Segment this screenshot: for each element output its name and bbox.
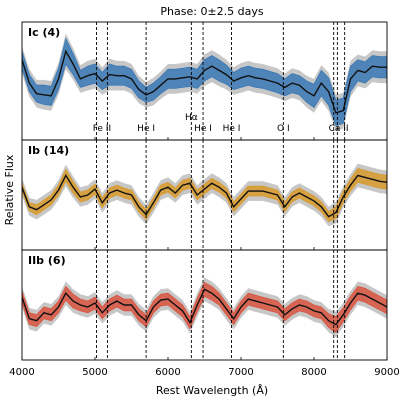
x-tick-label: 5000 <box>82 367 107 378</box>
panel-label: Ic (4) <box>28 26 60 39</box>
band-upper-edge <box>22 281 387 318</box>
x-tick-label: 8000 <box>301 367 326 378</box>
band-lower-edge <box>22 180 387 222</box>
panel-plot-area <box>22 140 387 250</box>
panel-1: Ic (4) <box>21 21 388 141</box>
x-axis-label: Rest Wavelength (Å) <box>156 384 268 397</box>
band-lower-edge <box>22 295 387 333</box>
marker-label: He I <box>194 124 212 134</box>
panel-frame <box>21 249 388 361</box>
chart-title: Phase: 0±2.5 days <box>160 5 263 18</box>
y-axis-label: Relative Flux <box>3 154 16 225</box>
marker-label: Fe II <box>93 124 111 134</box>
marker-label: O I <box>277 124 290 134</box>
marker-label: He I <box>137 124 155 134</box>
band-lower-edge <box>22 63 387 126</box>
panel-label: IIb (6) <box>28 254 66 267</box>
x-tick-label: 9000 <box>374 367 399 378</box>
panel-label: Ib (14) <box>28 144 69 157</box>
envelope-band <box>22 163 387 227</box>
x-tick-label: 6000 <box>155 367 180 378</box>
mean-spectrum-line <box>22 173 387 218</box>
x-tick-label: 4000 <box>9 367 34 378</box>
mean-spectrum-line <box>22 288 387 326</box>
panel-2: Ib (14) <box>21 139 388 251</box>
marker-label: Hα <box>185 113 198 123</box>
panel-3: IIb (6) <box>21 249 388 361</box>
envelope-band <box>22 33 387 131</box>
mean-spectrum-line <box>22 49 387 114</box>
band-upper-edge <box>22 168 387 213</box>
std-band <box>22 282 387 333</box>
envelope-band <box>22 277 387 338</box>
panel-plot-area <box>22 22 387 140</box>
x-tick-label: 7000 <box>228 367 253 378</box>
band-upper-edge <box>22 37 387 101</box>
panel-plot-area <box>22 250 387 360</box>
std-band <box>22 38 387 126</box>
marker-label: Ca II <box>329 124 349 134</box>
marker-label: He I <box>223 124 241 134</box>
